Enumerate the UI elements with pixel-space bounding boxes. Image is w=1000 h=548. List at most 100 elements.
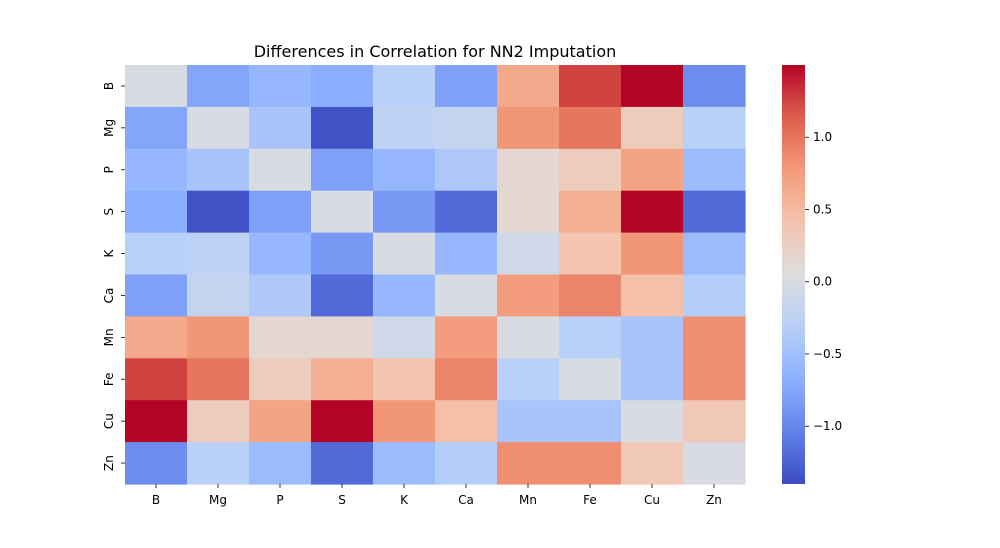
heatmap-cell	[559, 442, 622, 485]
heatmap-cell	[125, 190, 188, 234]
heatmap-cells	[125, 65, 746, 485]
heatmap-cell	[621, 232, 684, 276]
heatmap-cell	[125, 106, 188, 150]
heatmap-cell	[311, 232, 374, 276]
heatmap-cell	[125, 358, 188, 401]
heatmap-cell	[125, 65, 188, 108]
heatmap-cell	[373, 106, 436, 150]
y-tick-label: K	[102, 248, 116, 257]
heatmap-cell	[621, 106, 684, 150]
heatmap-cell	[373, 190, 436, 234]
heatmap-cell	[249, 232, 312, 276]
heatmap-cell	[435, 442, 498, 485]
heatmap-cell	[249, 442, 312, 485]
x-axis-ticks: B Mg P S K Ca Mn Fe Cu Zn	[152, 484, 722, 507]
heatmap-cell	[125, 274, 188, 317]
x-tick-label: B	[152, 493, 160, 507]
heatmap-cell	[249, 274, 312, 317]
heatmap-cell	[435, 190, 498, 234]
heatmap-cell	[497, 400, 560, 443]
heatmap-cell	[187, 316, 250, 359]
heatmap-cell	[435, 232, 498, 276]
heatmap-cell	[311, 274, 374, 317]
heatmap-cell	[187, 274, 250, 317]
heatmap-cell	[435, 106, 498, 150]
heatmap-cell	[435, 316, 498, 359]
heatmap-cell	[497, 274, 560, 317]
heatmap-cell	[435, 400, 498, 443]
heatmap-cell	[497, 232, 560, 276]
heatmap-cell	[311, 65, 374, 108]
y-tick-label: Ca	[102, 288, 116, 304]
heatmap-cell	[373, 65, 436, 108]
chart-title: Differences in Correlation for NN2 Imput…	[254, 42, 617, 61]
heatmap-cell	[311, 442, 374, 485]
heatmap-cell	[187, 400, 250, 443]
colorbar: 1.0 0.5 0.0 −0.5 −1.0	[782, 65, 842, 484]
heatmap-cell	[497, 190, 560, 234]
heatmap-cell	[559, 65, 622, 108]
heatmap-cell	[683, 65, 746, 108]
heatmap-cell	[559, 358, 622, 401]
heatmap-cell	[125, 316, 188, 359]
heatmap-cell	[311, 316, 374, 359]
heatmap-cell	[683, 232, 746, 276]
x-tick-label: Mg	[209, 493, 227, 507]
heatmap-cell	[621, 274, 684, 317]
heatmap-cell	[683, 316, 746, 359]
y-tick-label: S	[102, 208, 116, 216]
x-tick-label: K	[400, 493, 409, 507]
heatmap-cell	[621, 148, 684, 192]
x-tick-label: Cu	[644, 493, 660, 507]
heatmap-cell	[373, 316, 436, 359]
x-tick-label: Zn	[706, 493, 722, 507]
heatmap-cell	[559, 400, 622, 443]
heatmap-cell	[311, 106, 374, 150]
heatmap-cell	[373, 232, 436, 276]
y-tick-label: Mn	[102, 328, 116, 346]
heatmap-cell	[435, 274, 498, 317]
heatmap-cell	[373, 274, 436, 317]
heatmap-cell	[621, 316, 684, 359]
y-axis-ticks: B Mg P S K Ca Mn Fe Cu Zn	[102, 82, 125, 471]
heatmap-cell	[187, 106, 250, 150]
heatmap-cell	[187, 232, 250, 276]
heatmap-cell	[125, 232, 188, 276]
y-tick-label: Zn	[102, 455, 116, 471]
y-tick-label: P	[102, 166, 116, 173]
x-tick-label: P	[276, 493, 283, 507]
heatmap-cell	[125, 442, 188, 485]
heatmap-cell	[683, 442, 746, 485]
heatmap-cell	[559, 190, 622, 234]
colorbar-tick-label: 0.0	[813, 275, 832, 289]
heatmap-cell	[125, 148, 188, 192]
heatmap-cell	[373, 400, 436, 443]
heatmap-cell	[621, 358, 684, 401]
heatmap-cell	[435, 148, 498, 192]
heatmap-cell	[497, 442, 560, 485]
colorbar-gradient	[782, 65, 805, 484]
heatmap-cell	[683, 148, 746, 192]
x-tick-label: Fe	[583, 493, 597, 507]
heatmap-cell	[497, 358, 560, 401]
y-tick-label: Fe	[102, 372, 116, 386]
y-tick-label: B	[102, 82, 116, 90]
heatmap-cell	[249, 65, 312, 108]
heatmap-cell	[125, 400, 188, 443]
heatmap-cell	[435, 65, 498, 108]
heatmap-cell	[187, 358, 250, 401]
heatmap-cell	[497, 148, 560, 192]
heatmap-cell	[559, 274, 622, 317]
heatmap-cell	[249, 400, 312, 443]
colorbar-tick-label: 1.0	[813, 130, 832, 144]
heatmap-cell	[187, 65, 250, 108]
heatmap-cell	[683, 274, 746, 317]
heatmap-cell	[373, 442, 436, 485]
heatmap-cell	[683, 106, 746, 150]
heatmap-cell	[311, 148, 374, 192]
heatmap-cell	[621, 400, 684, 443]
colorbar-ticks: 1.0 0.5 0.0 −0.5 −1.0	[805, 130, 842, 433]
y-tick-label: Mg	[102, 119, 116, 137]
heatmap-cell	[621, 190, 684, 234]
